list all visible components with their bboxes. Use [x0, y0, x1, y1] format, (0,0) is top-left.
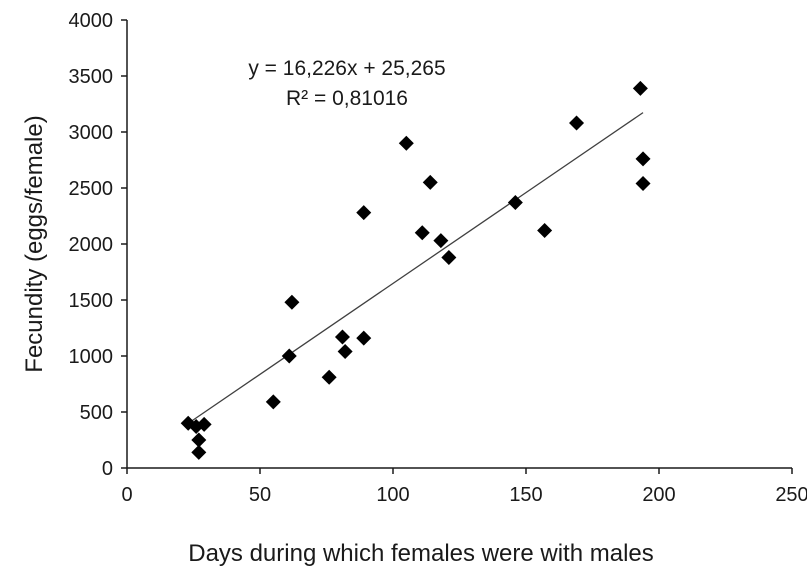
- data-point: [356, 330, 372, 346]
- data-point: [569, 115, 585, 131]
- data-point: [337, 344, 353, 360]
- data-point: [284, 294, 300, 310]
- data-point: [191, 432, 207, 448]
- y-tick-label: 2000: [69, 234, 114, 256]
- y-tick-label: 0: [102, 458, 113, 480]
- data-point: [632, 80, 648, 96]
- data-point: [433, 233, 449, 249]
- x-tick-label: 50: [249, 484, 271, 506]
- trendline-group: [187, 112, 644, 424]
- data-point: [507, 195, 523, 211]
- y-tick-label: 2500: [69, 178, 114, 200]
- x-tick-label: 100: [376, 484, 409, 506]
- y-tick-label: 500: [80, 402, 113, 424]
- y-tick-label: 1000: [69, 346, 114, 368]
- x-axis-title: Days during which females were with male…: [188, 540, 654, 567]
- data-point: [191, 444, 207, 460]
- x-tick-label: 250: [775, 484, 807, 506]
- regression-equation: y = 16,226x + 25,265: [248, 57, 445, 80]
- data-point: [281, 348, 297, 364]
- y-tick-label: 3000: [69, 122, 114, 144]
- tick-labels: 0 50 100 150 200 2500500100015002000250030003…: [69, 10, 807, 506]
- data-point: [635, 176, 651, 192]
- data-point: [321, 369, 337, 385]
- y-axis-title: Fecundity (eggs/female): [21, 115, 48, 372]
- data-point: [422, 174, 438, 190]
- data-point: [356, 205, 372, 221]
- data-point: [398, 135, 414, 151]
- data-point: [635, 151, 651, 167]
- trendline: [187, 112, 644, 424]
- y-tick-label: 4000: [69, 10, 114, 32]
- data-point: [414, 225, 430, 241]
- r-squared-label: R² = 0,81016: [286, 87, 408, 110]
- y-tick-label: 3500: [69, 66, 114, 88]
- axes: [121, 19, 793, 474]
- data-points: [180, 80, 651, 460]
- data-point: [441, 249, 457, 265]
- y-tick-label: 1500: [69, 290, 114, 312]
- x-tick-label: 200: [642, 484, 675, 506]
- data-point: [196, 416, 212, 432]
- data-point: [265, 394, 281, 410]
- x-tick-label: 150: [509, 484, 542, 506]
- data-point: [334, 329, 350, 345]
- data-point: [537, 223, 553, 239]
- x-tick-label: 0: [121, 484, 132, 506]
